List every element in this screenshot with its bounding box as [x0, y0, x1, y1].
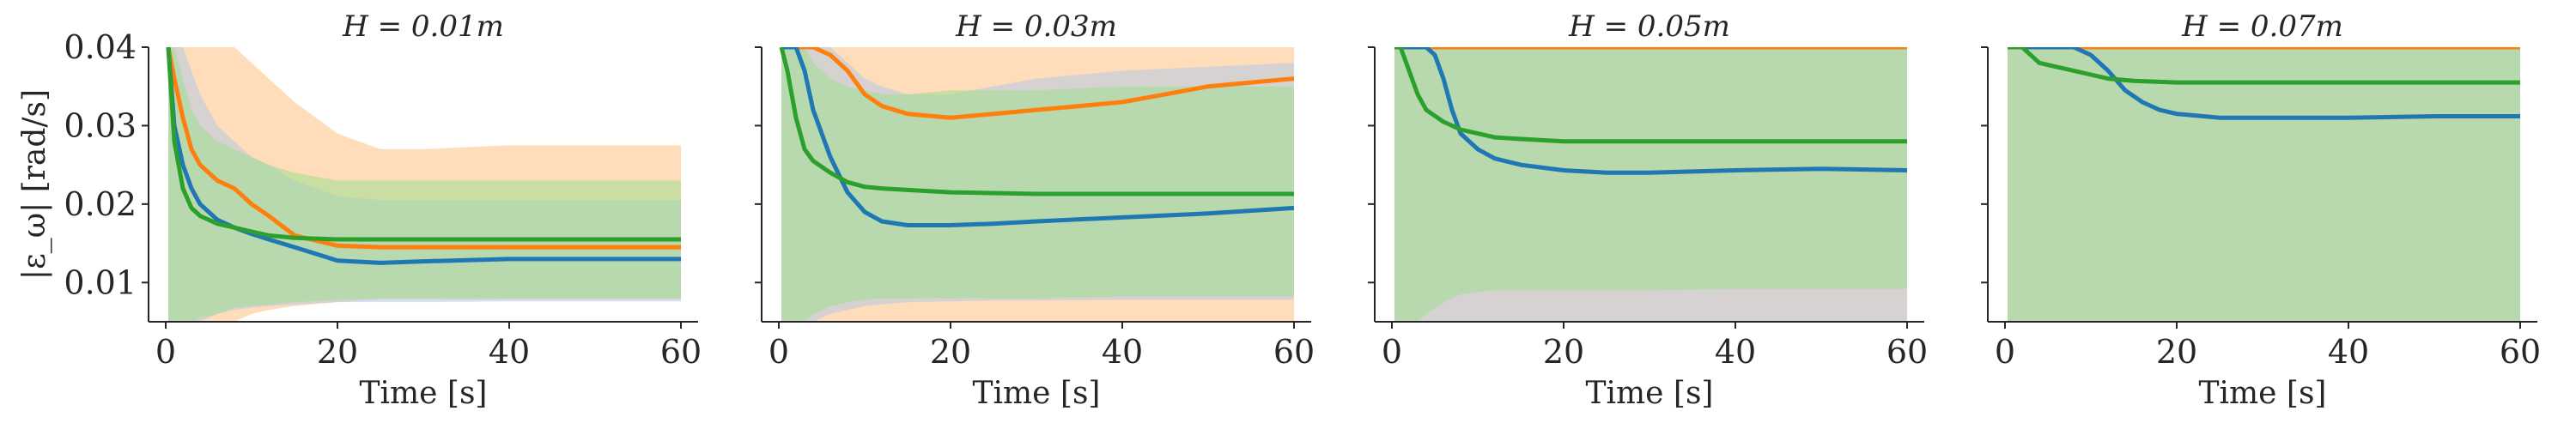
confidence-band-3 — [168, 47, 681, 322]
subplot-title: H = 0.07m — [2181, 9, 2343, 44]
x-tick-label: 0 — [1382, 333, 1402, 371]
series-line-3 — [1394, 47, 1907, 144]
x-tick-label: 60 — [2500, 333, 2541, 371]
x-tick-label: 40 — [1102, 333, 1143, 371]
series-line-2 — [1394, 47, 1908, 175]
x-axis-label: Time [s] — [2199, 376, 2327, 411]
series-line-3 — [166, 47, 681, 242]
y-axis-label: |ε_ω| [rad/s] — [17, 89, 52, 280]
x-tick-label: 0 — [1995, 333, 2015, 371]
series-line-2 — [166, 47, 681, 265]
series-line-1 — [166, 47, 681, 250]
x-tick-label: 20 — [1543, 333, 1584, 371]
confidence-band-3 — [2008, 47, 2520, 322]
subplot-title: H = 0.05m — [1568, 9, 1730, 44]
plot-area — [779, 47, 1295, 322]
series-line-3 — [2008, 47, 2520, 85]
plot-area — [2008, 47, 2520, 322]
y-tick-label: 0.01 — [64, 263, 137, 301]
subplot-3: 0 20 40 60 H = 0.05m Time [s] — [1368, 9, 1928, 411]
series-line-2 — [781, 47, 1295, 227]
y-tick-label: 0.03 — [64, 106, 137, 144]
series-line-3 — [779, 47, 1294, 196]
x-tick-label: 20 — [2156, 333, 2197, 371]
x-axis-label: Time [s] — [1586, 376, 1714, 411]
x-tick-label: 60 — [660, 333, 702, 371]
y-tick-label: 0.02 — [64, 185, 137, 223]
plot-area — [166, 47, 681, 322]
x-tick-label: 0 — [769, 333, 789, 371]
x-tick-label: 40 — [1715, 333, 1756, 371]
x-tick-label: 60 — [1273, 333, 1315, 371]
subplot-title: H = 0.03m — [955, 9, 1117, 44]
subplot-1: 0 20 40 60 0.01 0.02 0.03 0.04 H = 0.01m Time [s]… — [17, 9, 702, 411]
x-tick-label: 60 — [1886, 333, 1928, 371]
series-line-1 — [781, 47, 1295, 120]
plot-area — [1394, 47, 1908, 322]
series-line-2 — [2008, 47, 2520, 120]
x-tick-label: 40 — [2328, 333, 2369, 371]
subplot-title: H = 0.01m — [342, 9, 504, 44]
x-tick-label: 20 — [930, 333, 971, 371]
x-axis-label: Time [s] — [973, 376, 1101, 411]
y-tick-label: 0.04 — [64, 28, 137, 66]
x-tick-label: 40 — [489, 333, 530, 371]
subplot-2: 0 20 40 60 H = 0.03m Time [s] — [755, 9, 1315, 411]
subplot-4: 0 20 40 60 H = 0.07m Time [s] — [1981, 9, 2541, 411]
x-tick-label: 20 — [317, 333, 358, 371]
x-tick-label: 0 — [155, 333, 176, 371]
x-axis-label: Time [s] — [360, 376, 488, 411]
confidence-band-3 — [1394, 47, 1907, 322]
